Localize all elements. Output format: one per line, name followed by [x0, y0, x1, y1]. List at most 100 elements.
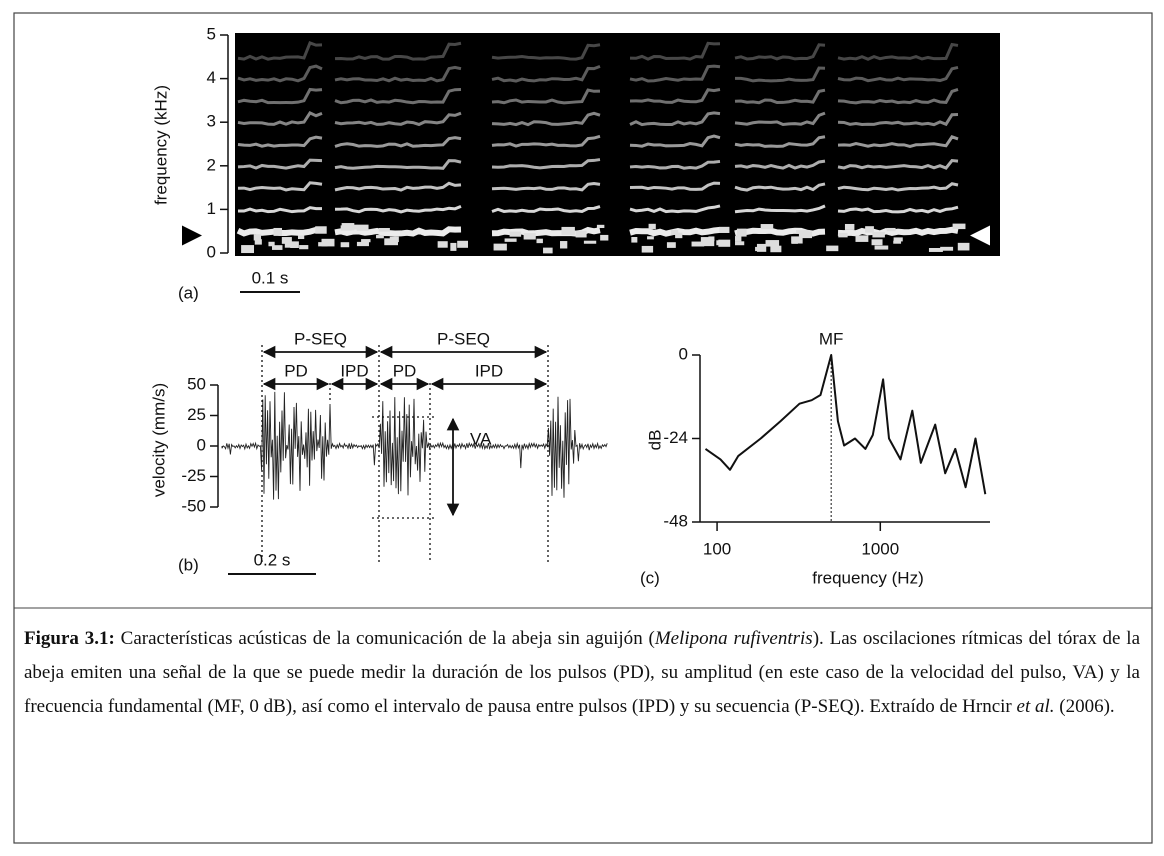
harmonic-band — [837, 135, 959, 148]
harmonic-band — [629, 204, 721, 214]
panel-label: (a) — [178, 283, 199, 302]
y-axis-label: dB — [645, 430, 664, 451]
harmonic-band — [491, 64, 601, 83]
spectral-blob — [770, 245, 782, 253]
spectral-blob — [928, 247, 943, 252]
harmonic-band — [334, 136, 462, 148]
span-label: IPD — [340, 361, 368, 380]
spectral-blob — [321, 238, 335, 247]
y-tick-label: 0 — [207, 242, 216, 261]
harmonic-band — [237, 158, 323, 170]
harmonic-band — [334, 111, 462, 127]
spectral-blob — [865, 226, 874, 233]
spectral-blob — [241, 245, 255, 254]
y-tick-label: 0 — [197, 435, 206, 454]
harmonic-band — [629, 111, 721, 127]
x-tick-label: 100 — [703, 539, 731, 558]
harmonic-band — [334, 181, 462, 192]
harmonic-band — [334, 65, 462, 83]
frequency-marker — [182, 225, 202, 246]
y-tick-label: 3 — [207, 112, 216, 131]
waveform — [221, 391, 608, 500]
harmonic-band — [237, 206, 323, 214]
harmonic-band — [837, 205, 959, 214]
harmonic-band — [629, 134, 721, 148]
spectral-blob — [561, 226, 575, 235]
spectral-blob — [952, 223, 966, 230]
harmonic-band — [334, 204, 462, 214]
harmonic-band — [837, 42, 959, 61]
spectral-blob — [855, 235, 869, 242]
harmonic-band — [837, 113, 959, 127]
caption: Figura 3.1: Características acústicas de… — [24, 622, 1140, 724]
harmonic-band — [629, 181, 721, 191]
spectral-blob — [893, 237, 903, 242]
spectral-blob — [281, 237, 292, 244]
caption-text: (2006). — [1054, 696, 1115, 717]
spectral-blob — [523, 233, 536, 240]
panel-label: (b) — [178, 555, 199, 574]
y-tick-label: -50 — [181, 496, 206, 515]
spectral-blob — [299, 245, 309, 250]
mf-label: MF — [819, 329, 844, 348]
panel-label: (c) — [640, 568, 660, 587]
spectral-blob — [893, 240, 902, 244]
spectral-blob — [838, 232, 848, 238]
spectrum-line — [704, 354, 987, 495]
harmonic-band — [629, 41, 721, 61]
y-tick-label: 2 — [207, 155, 216, 174]
frequency-marker — [970, 225, 990, 246]
harmonic-band — [237, 87, 323, 105]
spectral-blob — [356, 224, 369, 231]
harmonic-band — [491, 182, 601, 192]
caption-italic: Melipona rufiventris — [654, 628, 813, 649]
spectral-blob — [765, 240, 780, 247]
spectral-blob — [700, 237, 714, 245]
harmonic-band — [237, 41, 323, 61]
spectral-blob — [361, 239, 371, 243]
amplitude-label: VA — [470, 429, 492, 448]
spectral-blob — [675, 232, 683, 239]
harmonic-band — [237, 111, 323, 126]
spectral-blob — [575, 230, 587, 238]
harmonic-band — [734, 182, 826, 192]
y-tick-label: 1 — [207, 199, 216, 218]
spectral-blob — [504, 238, 517, 242]
spectral-blob — [340, 242, 350, 248]
spectral-blob — [376, 235, 384, 239]
caption-italic: et al. — [1016, 696, 1055, 717]
spectral-blob — [583, 240, 597, 244]
harmonic-band — [491, 158, 601, 170]
harmonic-band — [334, 226, 462, 237]
spectral-blob — [315, 226, 327, 234]
spectral-blob — [874, 245, 889, 250]
spectral-blob — [254, 239, 262, 245]
spectral-blob — [341, 223, 355, 231]
spectral-blob — [735, 241, 745, 246]
harmonic-band — [837, 158, 959, 170]
spectral-blob — [543, 247, 553, 254]
y-axis-label: frequency (kHz) — [151, 85, 170, 205]
y-tick-label: 50 — [187, 374, 206, 393]
caption-label: Figura 3.1: — [24, 628, 115, 649]
spectral-blob — [437, 241, 448, 248]
harmonic-band — [629, 88, 721, 104]
spectral-blob — [736, 228, 747, 237]
harmonic-band — [237, 181, 323, 192]
spectral-blob — [493, 243, 507, 251]
harmonic-band — [237, 64, 323, 83]
spectral-blob — [509, 231, 522, 237]
y-tick-label: -25 — [181, 466, 206, 485]
harmonic-band — [837, 182, 959, 192]
span-label: IPD — [475, 361, 503, 380]
spectral-blob — [940, 246, 954, 251]
spectral-blob — [356, 241, 369, 247]
x-axis-label: frequency (Hz) — [812, 568, 923, 587]
harmonic-band — [734, 159, 826, 170]
spectral-blob — [826, 245, 839, 252]
spectral-blob — [631, 236, 638, 243]
spectral-blob — [791, 236, 803, 244]
span-label: PD — [393, 361, 417, 380]
harmonic-band — [837, 88, 959, 105]
